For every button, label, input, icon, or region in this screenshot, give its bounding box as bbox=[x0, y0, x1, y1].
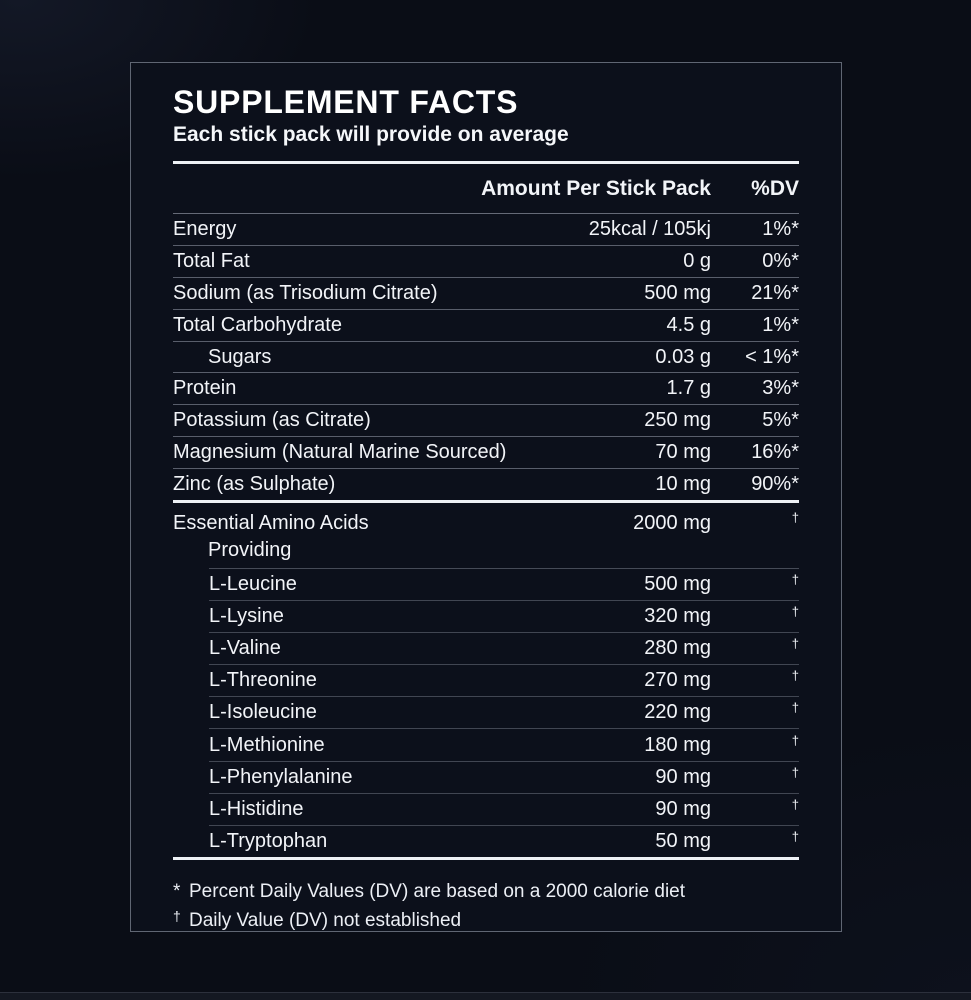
bottom-edge-strip bbox=[0, 992, 971, 1000]
nutrient-dv: 16%* bbox=[751, 441, 799, 464]
nutrient-name: Protein bbox=[173, 377, 237, 400]
nutrient-name: L-Leucine bbox=[209, 573, 297, 596]
table-row-sodium: Sodium (as Trisodium Citrate) 500 mg 21%… bbox=[173, 278, 799, 310]
nutrient-dv-dagger: † bbox=[791, 604, 799, 620]
nutrient-dv-dagger: † bbox=[791, 732, 799, 748]
table-row-l-methionine: L-Methionine 180 mg † bbox=[209, 729, 799, 762]
supplement-facts-panel: SUPPLEMENT FACTS Each stick pack will pr… bbox=[130, 62, 842, 932]
nutrient-amount: 180 mg bbox=[644, 733, 711, 756]
nutrient-name: L-Phenylalanine bbox=[209, 765, 353, 788]
nutrient-amount: 500 mg bbox=[644, 281, 711, 304]
table-header-row: Amount Per Stick Pack %DV bbox=[173, 164, 799, 214]
table-row-l-tryptophan: L-Tryptophan 50 mg † bbox=[209, 826, 799, 857]
table-row-protein: Protein 1.7 g 3%* bbox=[173, 373, 799, 406]
divider-thick-bottom bbox=[173, 856, 799, 860]
table-row-l-leucine: L-Leucine 500 mg † bbox=[209, 569, 799, 602]
nutrient-name: L-Valine bbox=[209, 637, 281, 660]
nutrient-dv: 5%* bbox=[762, 409, 799, 432]
dv-column-header: %DV bbox=[751, 176, 799, 200]
nutrient-name: L-Histidine bbox=[209, 797, 304, 820]
amino-group-providing-label: Providing bbox=[208, 539, 292, 562]
nutrient-amount: 500 mg bbox=[644, 573, 711, 596]
table-row-potassium: Potassium (as Citrate) 250 mg 5%* bbox=[173, 405, 799, 438]
nutrient-dv-dagger: † bbox=[791, 828, 799, 844]
nutrient-amount: 90 mg bbox=[655, 797, 711, 820]
nutrient-name: Essential Amino Acids Providing bbox=[173, 510, 633, 564]
nutrient-amount: 0.03 g bbox=[655, 345, 711, 368]
table-row-l-threonine: L-Threonine 270 mg † bbox=[209, 665, 799, 698]
nutrient-amount: 0 g bbox=[683, 249, 711, 272]
nutrient-name: L-Threonine bbox=[209, 669, 317, 692]
nutrient-amount: 320 mg bbox=[644, 605, 711, 628]
divider-thick-top bbox=[173, 161, 799, 164]
nutrient-dv: 1%* bbox=[762, 217, 799, 240]
nutrient-dv: 0%* bbox=[762, 249, 799, 272]
nutrient-dv: 3%* bbox=[762, 377, 799, 400]
nutrient-name: Sugars bbox=[208, 345, 272, 368]
asterisk-marker: * bbox=[173, 880, 181, 902]
nutrient-amount: 220 mg bbox=[644, 701, 711, 724]
nutrient-name: Potassium (as Citrate) bbox=[173, 409, 371, 432]
table-row-l-isoleucine: L-Isoleucine 220 mg † bbox=[209, 697, 799, 730]
nutrient-amount: 250 mg bbox=[644, 409, 711, 432]
nutrient-dv-dagger: † bbox=[791, 636, 799, 652]
nutrient-amount: 4.5 g bbox=[666, 313, 711, 336]
nutrient-name: L-Isoleucine bbox=[209, 701, 317, 724]
panel-title: SUPPLEMENT FACTS bbox=[173, 84, 519, 120]
nutrient-name: Total Fat bbox=[173, 249, 250, 272]
table-row-sugars: Sugars 0.03 g < 1%* bbox=[173, 342, 799, 374]
amino-group-name: Essential Amino Acids bbox=[173, 512, 369, 535]
table-row-essential-amino-acids: Essential Amino Acids Providing 2000 mg … bbox=[173, 503, 799, 568]
footnote-dv-not-established: † Daily Value (DV) not established bbox=[173, 906, 799, 936]
panel-subtitle: Each stick pack will provide on average bbox=[173, 123, 569, 146]
nutrient-dv: 1%* bbox=[762, 313, 799, 336]
table-row-zinc: Zinc (as Sulphate) 10 mg 90%* bbox=[173, 469, 799, 500]
amino-acid-list: L-Leucine 500 mg † L-Lysine 320 mg † L-V… bbox=[209, 568, 799, 857]
nutrient-name: Zinc (as Sulphate) bbox=[173, 473, 336, 496]
table-row-l-valine: L-Valine 280 mg † bbox=[209, 633, 799, 666]
nutrient-dv-dagger: † bbox=[791, 764, 799, 780]
table-row-total-fat: Total Fat 0 g 0%* bbox=[173, 246, 799, 278]
nutrient-name: L-Lysine bbox=[209, 605, 284, 628]
nutrient-amount: 25kcal / 105kj bbox=[588, 217, 711, 240]
nutrient-amount: 70 mg bbox=[655, 441, 711, 464]
footnote-percent-dv: * Percent Daily Values (DV) are based on … bbox=[173, 877, 799, 906]
nutrient-amount: 280 mg bbox=[644, 637, 711, 660]
nutrient-name: Energy bbox=[173, 217, 237, 240]
footnote-text: Percent Daily Values (DV) are based on a… bbox=[189, 880, 686, 902]
footnotes: * Percent Daily Values (DV) are based on … bbox=[173, 877, 799, 936]
footnote-text: Daily Value (DV) not established bbox=[189, 909, 462, 931]
nutrient-name: L-Tryptophan bbox=[209, 829, 328, 852]
nutrient-dv: 90%* bbox=[751, 473, 799, 496]
nutrient-dv-dagger: † bbox=[791, 510, 799, 526]
nutrient-amount: 1.7 g bbox=[666, 377, 711, 400]
table-row-l-lysine: L-Lysine 320 mg † bbox=[209, 601, 799, 634]
nutrient-name: Sodium (as Trisodium Citrate) bbox=[173, 281, 438, 304]
nutrient-dv-dagger: † bbox=[791, 796, 799, 812]
table-row-energy: Energy 25kcal / 105kj 1%* bbox=[173, 214, 799, 246]
nutrient-name: Total Carbohydrate bbox=[173, 313, 342, 336]
table-row-magnesium: Magnesium (Natural Marine Sourced) 70 mg… bbox=[173, 437, 799, 470]
dagger-marker: † bbox=[173, 907, 181, 924]
nutrient-dv-dagger: † bbox=[791, 572, 799, 588]
nutrient-name: Magnesium (Natural Marine Sourced) bbox=[173, 441, 507, 464]
nutrient-amount: 2000 mg bbox=[633, 512, 711, 535]
table-row-total-carbohydrate: Total Carbohydrate 4.5 g 1%* bbox=[173, 310, 799, 342]
nutrient-dv-dagger: † bbox=[791, 668, 799, 684]
amount-column-header: Amount Per Stick Pack bbox=[481, 176, 711, 200]
nutrient-amount: 10 mg bbox=[655, 473, 711, 496]
divider-thick-middle bbox=[173, 500, 799, 504]
nutrient-name: L-Methionine bbox=[209, 733, 325, 756]
nutrient-amount: 270 mg bbox=[644, 669, 711, 692]
nutrient-amount: 50 mg bbox=[655, 829, 711, 852]
table-row-l-histidine: L-Histidine 90 mg † bbox=[209, 794, 799, 826]
nutrient-dv-dagger: † bbox=[791, 700, 799, 716]
nutrient-dv: < 1%* bbox=[745, 345, 799, 368]
nutrient-dv: 21%* bbox=[751, 281, 799, 304]
table-row-l-phenylalanine: L-Phenylalanine 90 mg † bbox=[209, 762, 799, 794]
nutrient-amount: 90 mg bbox=[655, 765, 711, 788]
